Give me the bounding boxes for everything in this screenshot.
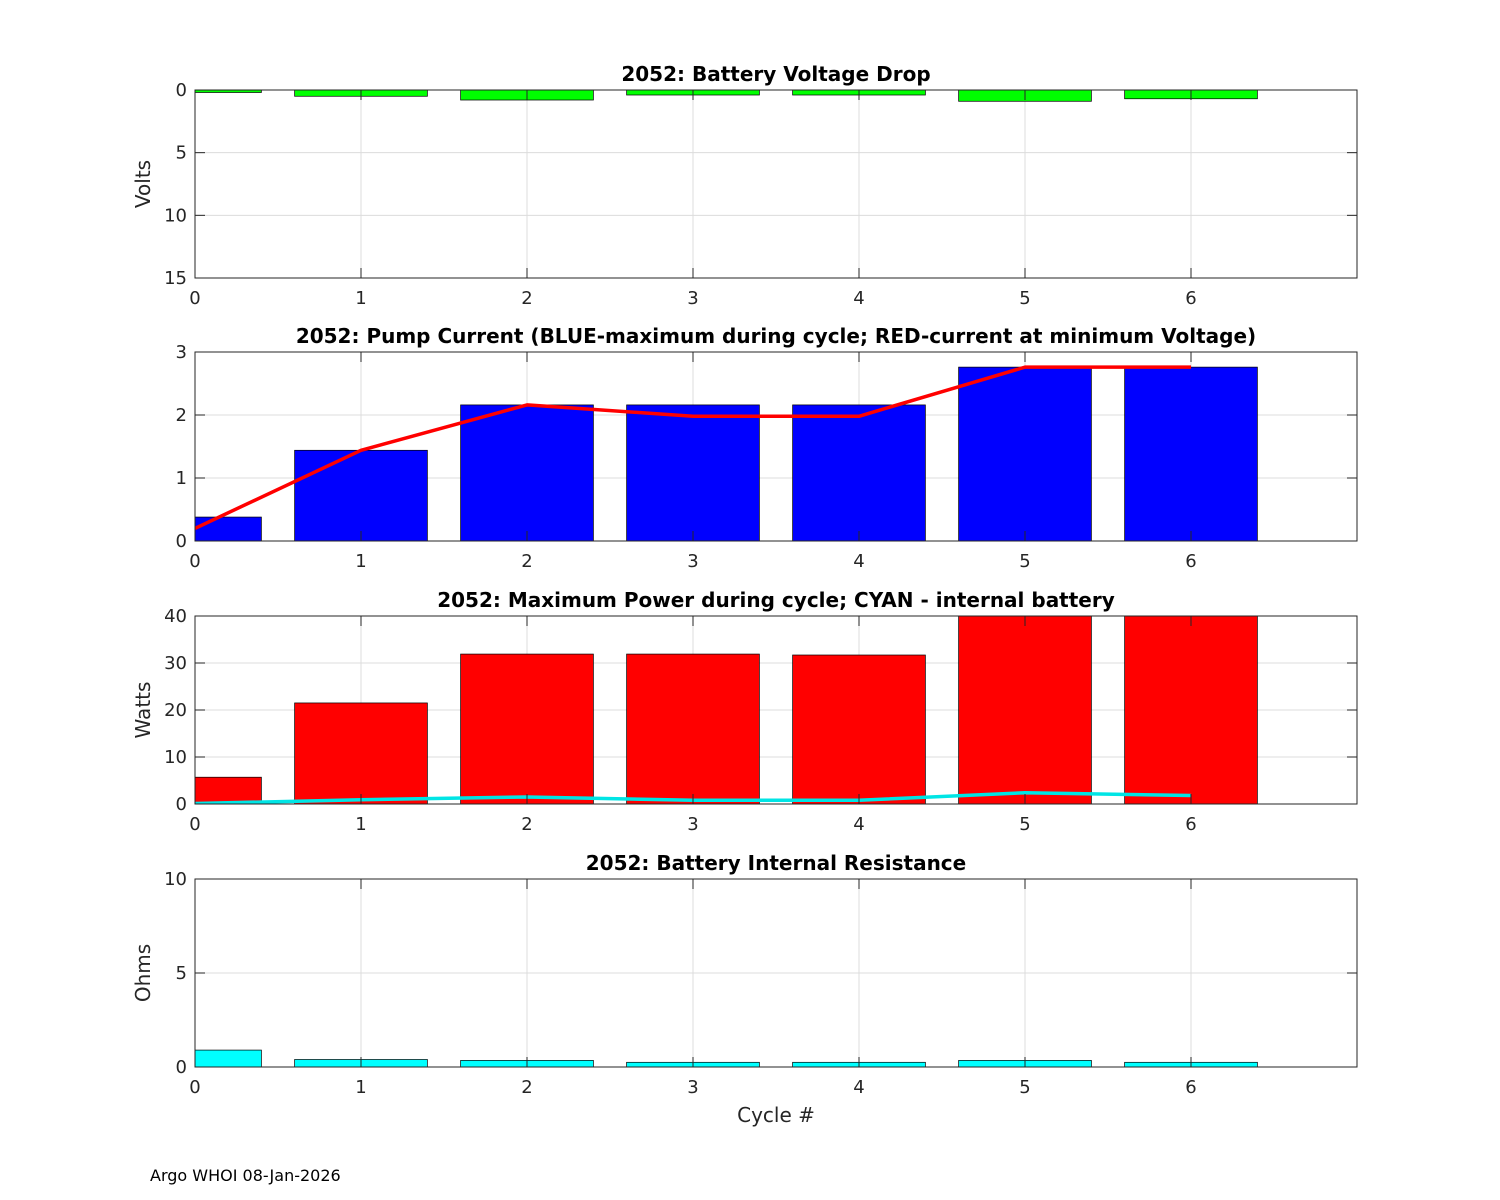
y-tick-label: 40	[164, 606, 187, 627]
y-tick-label: 30	[164, 653, 187, 674]
y-tick-label: 10	[164, 205, 187, 226]
chart-panel-4: 0 1 2 3 4 5 6 0 5 10 2052: Battery Internal Resist…	[131, 851, 1358, 1127]
x-tick-label: 4	[853, 814, 864, 835]
plot-data	[195, 365, 1258, 541]
bar-maximum-current-during-cycle-6	[1124, 366, 1258, 541]
chart-title: 2052: Battery Voltage Drop	[621, 62, 930, 86]
y-tick-label: 3	[176, 342, 187, 363]
x-tick-label: 4	[853, 288, 864, 309]
x-tick-label: 5	[1019, 814, 1030, 835]
x-tick-label: 6	[1185, 1077, 1196, 1098]
x-tick-label: 5	[1019, 551, 1030, 572]
x-tick-label: 6	[1185, 814, 1196, 835]
y-axis-label: Ohms	[131, 944, 155, 1002]
y-tick-label: 10	[164, 869, 187, 890]
x-tick-label: 1	[355, 288, 366, 309]
x-tick-label: 4	[853, 1077, 864, 1098]
y-axis-label: Watts	[131, 682, 155, 739]
bar-maximum-power-2	[460, 653, 594, 804]
x-tick-label: 3	[687, 1077, 698, 1098]
bar-maximum-power-0	[195, 776, 262, 804]
axes-box	[194, 351, 1358, 542]
footer-credit: Argo WHOI 08-Jan-2026	[150, 1166, 341, 1185]
x-tick-label: 6	[1185, 551, 1196, 572]
y-tick-label: 20	[164, 700, 187, 721]
y-tick-label: 0	[176, 794, 187, 815]
chart-panel-3: 0 1 2 3 4 5 6 0 10 20 30 40 2052: Maximum Power duri…	[131, 588, 1358, 835]
x-tick-label: 6	[1185, 288, 1196, 309]
x-tick-label: 1	[355, 1077, 366, 1098]
bar-voltage-drop-0	[195, 90, 262, 93]
x-tick-label: 3	[687, 814, 698, 835]
y-tick-label: 10	[164, 747, 187, 768]
x-tick-label: 0	[189, 1077, 200, 1098]
x-tick-label: 0	[189, 288, 200, 309]
y-axis-label: Volts	[131, 160, 155, 208]
bar-maximum-power-6	[1124, 616, 1258, 804]
chart-title: 2052: Battery Internal Resistance	[586, 851, 966, 875]
y-tick-label: 0	[176, 1057, 187, 1078]
x-tick-label: 0	[189, 551, 200, 572]
x-tick-label: 1	[355, 814, 366, 835]
y-tick-label: 15	[164, 268, 187, 289]
axes-box	[194, 89, 1358, 279]
y-tick-label: 0	[176, 531, 187, 552]
chart-panel-1: 0 1 2 3 4 5 6 0 5 10 15 2052: Battery Voltage Drop V…	[131, 62, 1358, 309]
chart-title: 2052: Pump Current (BLUE-maximum during …	[296, 324, 1256, 348]
x-tick-label: 3	[687, 551, 698, 572]
y-tick-label: 2	[176, 405, 187, 426]
bar-maximum-current-during-cycle-4	[792, 404, 926, 541]
bar-maximum-current-during-cycle-2	[460, 404, 594, 541]
x-tick-label: 2	[521, 1077, 532, 1098]
y-tick-label: 0	[176, 80, 187, 101]
bar-maximum-current-during-cycle-1	[294, 449, 428, 541]
bar-maximum-power-1	[294, 702, 428, 804]
y-tick-label: 1	[176, 468, 187, 489]
x-tick-label: 2	[521, 814, 532, 835]
bar-maximum-current-during-cycle-3	[626, 404, 760, 541]
x-tick-label: 2	[521, 288, 532, 309]
bar-maximum-current-during-cycle-0	[195, 516, 262, 541]
bar-internal-resistance-0	[195, 1049, 262, 1067]
bar-maximum-power-3	[626, 653, 760, 804]
x-tick-label: 2	[521, 551, 532, 572]
chart-panel-2: 0 1 2 3 4 5 6 0 1 2 3 2052: Pump Current (BLUE-maxi…	[176, 324, 1358, 572]
x-tick-label: 0	[189, 814, 200, 835]
y-tick-label: 5	[176, 143, 187, 164]
y-tick-label: 5	[176, 963, 187, 984]
x-axis-label: Cycle #	[737, 1103, 815, 1127]
x-tick-label: 5	[1019, 1077, 1030, 1098]
bar-maximum-current-during-cycle-5	[958, 366, 1092, 541]
x-tick-label: 5	[1019, 288, 1030, 309]
bar-maximum-power-4	[792, 654, 926, 804]
plot-data	[195, 616, 1258, 804]
x-tick-label: 4	[853, 551, 864, 572]
x-tick-label: 3	[687, 288, 698, 309]
chart-title: 2052: Maximum Power during cycle; CYAN -…	[437, 588, 1115, 612]
plot-area	[195, 90, 1357, 278]
bar-maximum-power-5	[958, 616, 1092, 804]
x-tick-label: 1	[355, 551, 366, 572]
